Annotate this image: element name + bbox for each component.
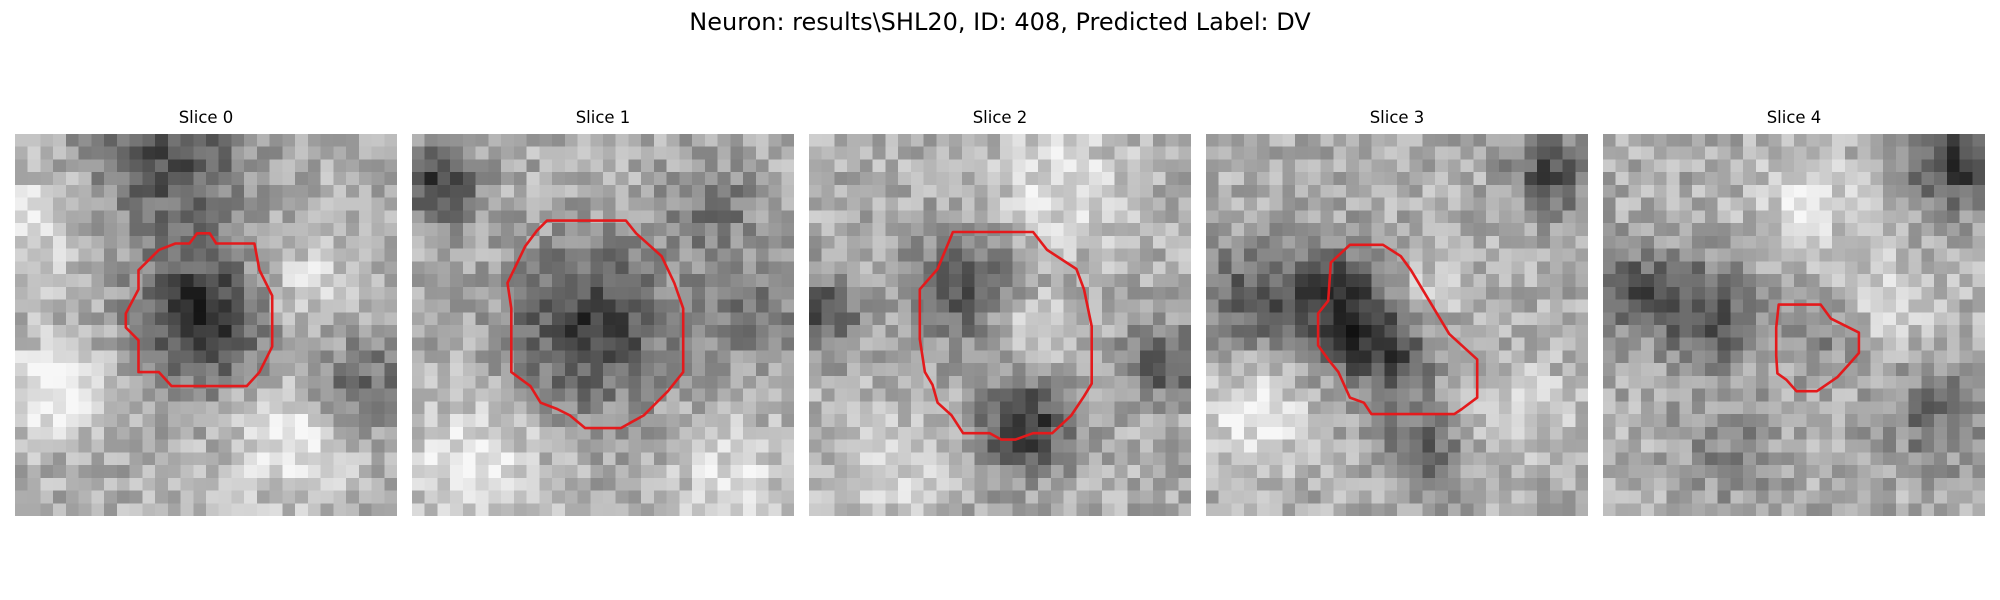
- neuron-contour: [506, 219, 685, 430]
- pixel-grid: [809, 134, 1191, 516]
- neuron-contour: [1774, 303, 1861, 393]
- pixel-grid: [412, 134, 794, 516]
- pixel-grid: [1206, 134, 1588, 516]
- slice-image: [412, 134, 794, 516]
- slice-image: [15, 134, 397, 516]
- pixel-grid: [1603, 134, 1985, 516]
- neuron-contour: [1316, 243, 1479, 416]
- slice-image: [1603, 134, 1985, 516]
- neuron-contour: [124, 232, 274, 388]
- slice-title: Slice 3: [1369, 108, 1425, 127]
- slice-title: Slice 4: [1766, 108, 1822, 127]
- pixel-grid: [15, 134, 397, 516]
- slice-image: [1206, 134, 1588, 516]
- slice-title: Slice 0: [178, 108, 234, 127]
- figure-title: Neuron: results\SHL20, ID: 408, Predicte…: [689, 8, 1311, 36]
- slice-image: [809, 134, 1191, 516]
- neuron-contour: [918, 230, 1094, 441]
- slice-title: Slice 1: [575, 108, 631, 127]
- slice-title: Slice 2: [972, 108, 1028, 127]
